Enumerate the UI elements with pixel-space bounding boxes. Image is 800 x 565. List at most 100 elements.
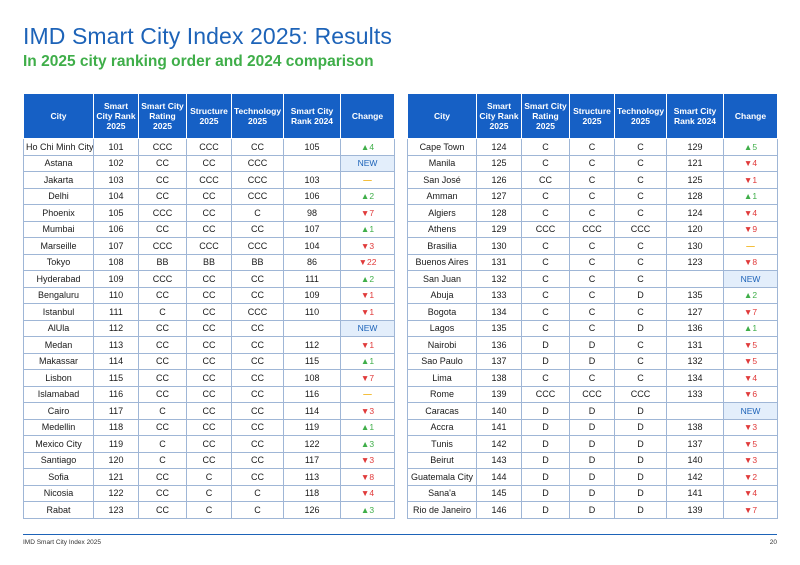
cell-rating-2025: C xyxy=(521,204,570,222)
cell-structure-2025: CCC xyxy=(186,138,232,156)
cell-rank-2024: 106 xyxy=(283,187,341,205)
cell-rank-2024: 134 xyxy=(666,369,724,387)
cell-structure-2025: D xyxy=(569,402,615,420)
cell-rank-2025: 138 xyxy=(476,369,522,387)
cell-structure-2025: D xyxy=(569,468,615,486)
table-row: Sao Paulo 137 D D C 132 ▼5 xyxy=(407,352,778,370)
cell-city: Accra xyxy=(407,418,477,436)
cell-city: Medellin xyxy=(23,418,94,436)
cell-rank-2025: 136 xyxy=(476,336,522,354)
page-title: IMD Smart City Index 2025: Results xyxy=(23,23,392,49)
cell-rank-2024 xyxy=(283,154,341,172)
header-city: City xyxy=(23,93,94,139)
cell-structure-2025: D xyxy=(569,336,615,354)
cell-rating-2025: CCC xyxy=(138,204,187,222)
cell-change: ▲2 xyxy=(340,270,395,288)
cell-rating-2025: C xyxy=(521,286,570,304)
cell-change: ▲1 xyxy=(723,187,778,205)
cell-rank-2024: 122 xyxy=(283,435,341,453)
cell-rank-2024: 86 xyxy=(283,253,341,271)
cell-rating-2025: CCC xyxy=(138,270,187,288)
cell-rank-2025: 134 xyxy=(476,303,522,321)
cell-structure-2025: CC xyxy=(186,385,232,403)
cell-rating-2025: C xyxy=(521,187,570,205)
cell-rank-2025: 145 xyxy=(476,484,522,502)
cell-rating-2025: CC xyxy=(521,171,570,189)
cell-technology-2025: C xyxy=(614,171,667,189)
table-row: Ho Chi Minh City 101 CCC CCC CC 105 ▲4 xyxy=(23,138,395,156)
cell-rank-2025: 105 xyxy=(93,204,139,222)
cell-technology-2025: D xyxy=(614,402,667,420)
cell-rating-2025: CC xyxy=(138,154,187,172)
cell-rank-2024: 114 xyxy=(283,402,341,420)
cell-rank-2025: 112 xyxy=(93,319,139,337)
cell-city: Makassar xyxy=(23,352,94,370)
cell-change: ▼9 xyxy=(723,220,778,238)
cell-rating-2025: D xyxy=(521,336,570,354)
table-row: Santiago 120 C CC CC 117 ▼3 xyxy=(23,451,395,469)
cell-change: ▲3 xyxy=(340,435,395,453)
cell-structure-2025: D xyxy=(569,501,615,519)
cell-technology-2025: D xyxy=(614,319,667,337)
header-change: Change xyxy=(723,93,778,139)
cell-structure-2025: C xyxy=(186,501,232,519)
table-row: Nicosia 122 CC C C 118 ▼4 xyxy=(23,484,395,502)
cell-technology-2025: D xyxy=(614,468,667,486)
cell-rating-2025: D xyxy=(521,451,570,469)
cell-change: ▲1 xyxy=(340,352,395,370)
cell-rating-2025: D xyxy=(521,352,570,370)
cell-city: Beirut xyxy=(407,451,477,469)
cell-rank-2025: 104 xyxy=(93,187,139,205)
cell-city: Bengaluru xyxy=(23,286,94,304)
cell-change: ▼8 xyxy=(723,253,778,271)
table-row: Marseille 107 CCC CCC CCC 104 ▼3 xyxy=(23,237,395,255)
cell-rank-2024: 137 xyxy=(666,435,724,453)
table-row: Rabat 123 CC C C 126 ▲3 xyxy=(23,501,395,519)
cell-rank-2025: 109 xyxy=(93,270,139,288)
cell-city: Sana'a xyxy=(407,484,477,502)
cell-rank-2024: 110 xyxy=(283,303,341,321)
cell-technology-2025: C xyxy=(614,369,667,387)
cell-rank-2024: 136 xyxy=(666,319,724,337)
cell-rating-2025: C xyxy=(521,319,570,337)
table-row: Beirut 143 D D D 140 ▼3 xyxy=(407,451,778,469)
cell-change: ▼7 xyxy=(340,369,395,387)
cell-rank-2025: 110 xyxy=(93,286,139,304)
cell-technology-2025: CC xyxy=(231,220,284,238)
cell-rank-2024: 128 xyxy=(666,187,724,205)
header-rank-2025: Smart City Rank 2025 xyxy=(476,93,522,139)
cell-rating-2025: C xyxy=(521,154,570,172)
cell-city: Nicosia xyxy=(23,484,94,502)
cell-rank-2025: 146 xyxy=(476,501,522,519)
cell-change: ▼5 xyxy=(723,435,778,453)
cell-rank-2025: 115 xyxy=(93,369,139,387)
cell-technology-2025: C xyxy=(614,303,667,321)
cell-structure-2025: C xyxy=(569,286,615,304)
cell-rank-2024: 129 xyxy=(666,138,724,156)
cell-technology-2025: CCC xyxy=(231,171,284,189)
cell-city: Astana xyxy=(23,154,94,172)
cell-rank-2024: 111 xyxy=(283,270,341,288)
cell-change: ▼1 xyxy=(723,171,778,189)
cell-rank-2025: 131 xyxy=(476,253,522,271)
cell-rank-2024 xyxy=(283,319,341,337)
table-row: Astana 102 CC CC CCC NEW xyxy=(23,154,395,172)
cell-technology-2025: CCC xyxy=(231,187,284,205)
cell-technology-2025: CC xyxy=(231,286,284,304)
cell-structure-2025: C xyxy=(569,187,615,205)
cell-structure-2025: CC xyxy=(186,369,232,387)
cell-rank-2025: 114 xyxy=(93,352,139,370)
table-row: Istanbul 111 C CC CCC 110 ▼1 xyxy=(23,303,395,321)
cell-rank-2024 xyxy=(666,270,724,288)
cell-rank-2024: 109 xyxy=(283,286,341,304)
cell-city: Marseille xyxy=(23,237,94,255)
cell-city: Sofia xyxy=(23,468,94,486)
cell-rating-2025: CCC xyxy=(521,220,570,238)
cell-rank-2025: 142 xyxy=(476,435,522,453)
cell-structure-2025: D xyxy=(569,484,615,502)
table-row: Manila 125 C C C 121 ▼4 xyxy=(407,154,778,172)
cell-technology-2025: CC xyxy=(231,352,284,370)
header-structure-2025: Structure 2025 xyxy=(569,93,615,139)
cell-city: Lisbon xyxy=(23,369,94,387)
cell-city: Algiers xyxy=(407,204,477,222)
